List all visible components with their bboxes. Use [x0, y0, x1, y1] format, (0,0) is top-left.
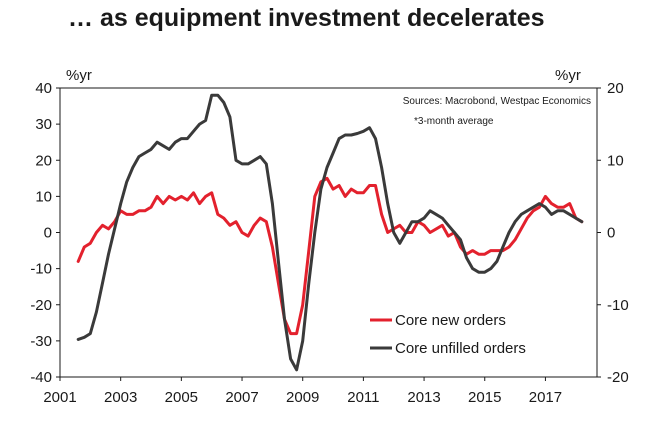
- chart-title: … as equipment investment decelerates: [68, 4, 545, 32]
- source-note: Sources: Macrobond, Westpac Economics: [403, 96, 591, 107]
- x-tick-label: 2003: [104, 389, 137, 406]
- series-lines: [76, 93, 584, 372]
- legend-label: Core unfilled orders: [395, 340, 526, 357]
- x-tick-label: 2007: [225, 389, 258, 406]
- left-tick-label: -20: [30, 297, 52, 314]
- x-tick-label: 2001: [43, 389, 76, 406]
- x-tick-label: 2015: [468, 389, 501, 406]
- footnote: *3-month average: [414, 116, 494, 127]
- x-tick-label: 2013: [407, 389, 440, 406]
- right-tick-label: -20: [607, 369, 629, 386]
- left-tick-label: -30: [30, 333, 52, 350]
- left-tick-label: 30: [35, 116, 52, 133]
- left-axis-ticks: 40 30 20 10 0 -10 -20 -30 -40: [30, 80, 60, 386]
- left-tick-label: 0: [44, 225, 52, 242]
- series-line-core-unfilled-orders: [76, 93, 584, 372]
- legend-label: Core new orders: [395, 312, 506, 329]
- right-tick-label: 0: [607, 225, 615, 242]
- left-tick-label: 40: [35, 80, 52, 97]
- series-line-core-new-orders: [76, 176, 584, 336]
- right-tick-label: 10: [607, 152, 624, 169]
- x-tick-label: 2017: [529, 389, 562, 406]
- left-tick-label: 20: [35, 152, 52, 169]
- right-tick-label: 20: [607, 80, 624, 97]
- left-tick-label: 10: [35, 188, 52, 205]
- left-tick-label: -10: [30, 261, 52, 278]
- plot-frame: [59, 87, 598, 378]
- right-tick-label: -10: [607, 297, 629, 314]
- left-axis-unit: %yr: [66, 67, 92, 84]
- right-axis-ticks: 20 10 0 -10 -20: [597, 80, 629, 386]
- legend: Core new orders Core unfilled orders: [370, 312, 526, 357]
- x-tick-label: 2011: [347, 389, 379, 406]
- right-axis-unit: %yr: [555, 67, 581, 84]
- x-tick-label: 2009: [286, 389, 319, 406]
- x-tick-label: 2005: [165, 389, 198, 406]
- left-tick-label: -40: [30, 369, 52, 386]
- x-axis-ticks: 2001 2003 2005 2007 2009 2011 2013 2015 2017: [43, 377, 562, 406]
